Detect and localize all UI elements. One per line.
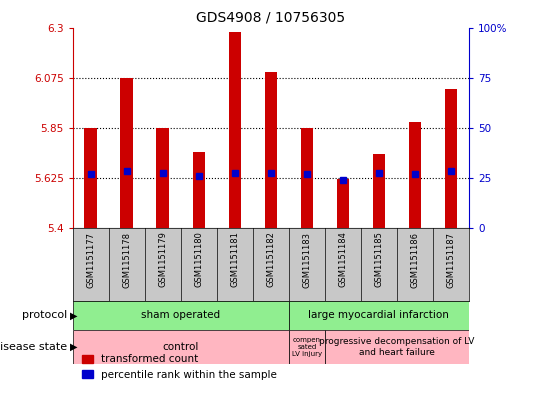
Bar [301,128,313,228]
Text: GSM1151187: GSM1151187 [446,231,455,288]
Bar [336,179,349,228]
Text: large myocardial infarction: large myocardial infarction [308,310,450,320]
Text: disease state: disease state [0,342,67,352]
Text: GSM1151181: GSM1151181 [230,231,239,287]
Text: GSM1151186: GSM1151186 [410,231,419,288]
Bar [289,330,325,364]
Title: GDS4908 / 10756305: GDS4908 / 10756305 [196,11,345,25]
Text: GSM1151182: GSM1151182 [266,231,275,287]
Text: GSM1151179: GSM1151179 [158,231,167,287]
Legend: transformed count, percentile rank within the sample: transformed count, percentile rank withi… [78,350,281,384]
Bar [265,72,277,228]
Bar [325,330,469,364]
Text: sham operated: sham operated [141,310,220,320]
Text: GSM1151178: GSM1151178 [122,231,132,288]
Text: control: control [163,342,199,352]
Bar [121,78,133,228]
Bar [73,301,289,330]
Bar [372,154,385,228]
Text: GSM1151184: GSM1151184 [338,231,347,287]
Text: GSM1151180: GSM1151180 [195,231,203,287]
Bar [73,330,289,364]
Text: compen
sated
LV injury: compen sated LV injury [292,337,322,357]
Text: GSM1151177: GSM1151177 [86,231,95,288]
Text: ▶: ▶ [70,310,78,320]
Text: protocol: protocol [22,310,67,320]
Bar [445,89,457,228]
Text: GSM1151183: GSM1151183 [302,231,312,288]
Bar [409,122,421,228]
Bar [192,152,205,228]
Bar [229,32,241,228]
Text: GSM1151185: GSM1151185 [375,231,383,287]
Text: progressive decompensation of LV
and heart failure: progressive decompensation of LV and hea… [319,337,474,356]
Bar [289,301,469,330]
Bar [85,128,97,228]
Bar [156,128,169,228]
Text: ▶: ▶ [70,342,78,352]
